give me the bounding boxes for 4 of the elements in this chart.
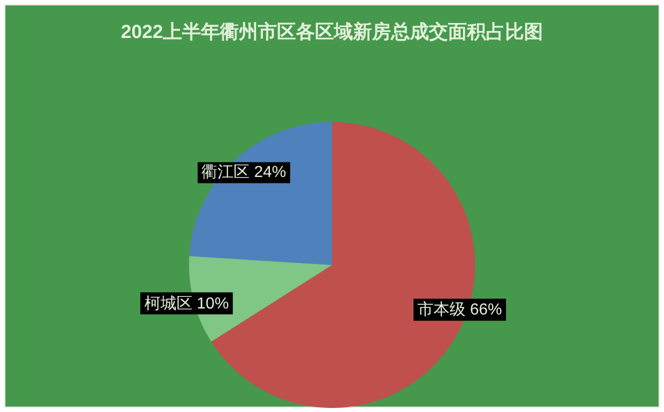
slice-label: 市本级 66% (418, 300, 502, 319)
slice-label: 衢江区 24% (202, 164, 286, 182)
slice-label: 柯城区 10% (144, 294, 229, 312)
chart-title: 2022上半年衢州市区各区域新房总成交面积占比图 (120, 21, 544, 43)
